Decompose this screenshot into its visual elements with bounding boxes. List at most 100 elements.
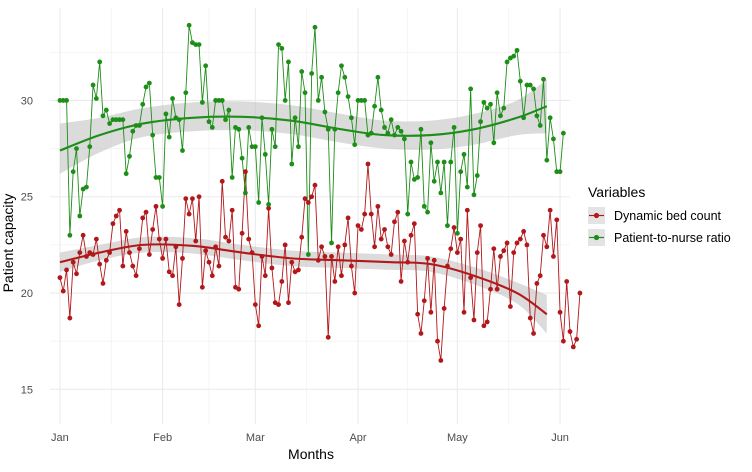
- data-point-patient-to-nurse-ratio: [557, 169, 563, 175]
- data-point-dynamic-bed-count: [150, 227, 156, 232]
- plot-panel: [50, 8, 570, 424]
- data-point-patient-to-nurse-ratio: [464, 184, 470, 190]
- data-point-patient-to-nurse-ratio: [322, 109, 328, 115]
- data-point-dynamic-bed-count: [365, 161, 371, 167]
- data-point-dynamic-bed-count: [223, 234, 228, 240]
- data-point-dynamic-bed-count: [229, 207, 235, 213]
- data-point-patient-to-nurse-ratio: [305, 252, 311, 257]
- data-point-patient-to-nurse-ratio: [372, 103, 377, 109]
- data-point-patient-to-nurse-ratio: [246, 125, 252, 130]
- data-point-patient-to-nurse-ratio: [358, 98, 364, 103]
- data-point-dynamic-bed-count: [219, 178, 225, 184]
- data-point-dynamic-bed-count: [537, 273, 543, 279]
- data-point-dynamic-bed-count: [289, 259, 295, 265]
- data-point-dynamic-bed-count: [193, 238, 199, 244]
- data-point-patient-to-nurse-ratio: [441, 159, 447, 165]
- data-point-dynamic-bed-count: [362, 211, 368, 217]
- data-point-dynamic-bed-count: [140, 215, 146, 221]
- data-point-dynamic-bed-count: [329, 254, 334, 259]
- data-point-patient-to-nurse-ratio: [123, 171, 129, 177]
- data-point-patient-to-nurse-ratio: [554, 169, 560, 175]
- data-point-patient-to-nurse-ratio: [156, 175, 162, 180]
- data-point-dynamic-bed-count: [461, 309, 467, 315]
- data-point-dynamic-bed-count: [501, 248, 507, 254]
- data-point-patient-to-nurse-ratio: [183, 90, 189, 96]
- data-point-dynamic-bed-count: [378, 236, 384, 242]
- data-point-dynamic-bed-count: [408, 232, 414, 238]
- data-point-dynamic-bed-count: [299, 234, 305, 240]
- data-point-patient-to-nurse-ratio: [67, 232, 73, 238]
- data-point-patient-to-nurse-ratio: [146, 80, 152, 86]
- data-point-patient-to-nurse-ratio: [534, 113, 540, 119]
- data-point-dynamic-bed-count: [183, 196, 189, 202]
- data-point-dynamic-bed-count: [120, 263, 126, 269]
- data-point-patient-to-nurse-ratio: [223, 117, 228, 123]
- data-point-dynamic-bed-count: [339, 273, 344, 279]
- data-point-patient-to-nurse-ratio: [537, 123, 543, 128]
- data-point-dynamic-bed-count: [474, 250, 480, 255]
- data-point-patient-to-nurse-ratio: [425, 209, 430, 215]
- data-point-dynamic-bed-count: [494, 286, 500, 292]
- data-point-patient-to-nurse-ratio: [206, 119, 212, 125]
- data-point-dynamic-bed-count: [507, 304, 513, 309]
- y-tick-label-20: 20: [21, 288, 33, 300]
- data-point-patient-to-nurse-ratio: [431, 178, 437, 184]
- data-point-dynamic-bed-count: [557, 309, 563, 315]
- data-point-patient-to-nurse-ratio: [143, 84, 149, 90]
- data-point-patient-to-nurse-ratio: [74, 146, 79, 151]
- data-point-dynamic-bed-count: [349, 263, 354, 269]
- data-point-dynamic-bed-count: [358, 227, 364, 232]
- data-point-dynamic-bed-count: [484, 319, 490, 325]
- data-point-dynamic-bed-count: [395, 209, 401, 215]
- data-point-dynamic-bed-count: [428, 309, 434, 315]
- data-point-dynamic-bed-count: [302, 196, 308, 202]
- data-point-patient-to-nurse-ratio: [438, 190, 444, 196]
- data-point-patient-to-nurse-ratio: [84, 184, 89, 190]
- data-point-patient-to-nurse-ratio: [127, 153, 132, 159]
- data-point-patient-to-nurse-ratio: [216, 98, 222, 103]
- data-point-dynamic-bed-count: [322, 254, 328, 259]
- data-point-patient-to-nurse-ratio: [266, 202, 271, 207]
- data-point-dynamic-bed-count: [564, 279, 570, 284]
- data-point-patient-to-nurse-ratio: [418, 126, 424, 132]
- data-point-dynamic-bed-count: [514, 240, 520, 246]
- data-point-patient-to-nurse-ratio: [352, 142, 358, 148]
- data-point-dynamic-bed-count: [64, 267, 69, 273]
- data-point-dynamic-bed-count: [431, 257, 437, 263]
- data-point-dynamic-bed-count: [544, 244, 550, 250]
- data-point-patient-to-nurse-ratio: [97, 59, 103, 65]
- data-point-dynamic-bed-count: [57, 275, 63, 281]
- data-point-patient-to-nurse-ratio: [100, 113, 106, 119]
- data-point-patient-to-nurse-ratio: [527, 82, 533, 88]
- data-point-dynamic-bed-count: [180, 255, 185, 261]
- data-point-dynamic-bed-count: [438, 358, 444, 363]
- data-point-patient-to-nurse-ratio: [451, 125, 457, 130]
- data-point-dynamic-bed-count: [156, 236, 162, 242]
- data-point-patient-to-nurse-ratio: [226, 107, 232, 113]
- data-point-patient-to-nurse-ratio: [435, 159, 440, 165]
- data-point-dynamic-bed-count: [246, 236, 252, 242]
- data-point-dynamic-bed-count: [372, 244, 377, 250]
- data-point-dynamic-bed-count: [74, 271, 79, 277]
- data-point-dynamic-bed-count: [256, 323, 262, 329]
- data-point-dynamic-bed-count: [488, 286, 493, 292]
- data-point-patient-to-nurse-ratio: [302, 90, 308, 96]
- data-point-patient-to-nurse-ratio: [113, 117, 119, 123]
- data-point-patient-to-nurse-ratio: [107, 121, 113, 126]
- data-point-dynamic-bed-count: [60, 288, 66, 294]
- data-point-patient-to-nurse-ratio: [93, 96, 99, 101]
- x-tick-label-apr: Apr: [349, 432, 366, 444]
- data-point-dynamic-bed-count: [196, 194, 202, 200]
- data-point-dynamic-bed-count: [276, 302, 281, 307]
- data-point-dynamic-bed-count: [534, 281, 540, 286]
- data-point-dynamic-bed-count: [286, 300, 291, 306]
- data-point-patient-to-nurse-ratio: [130, 128, 136, 134]
- data-point-dynamic-bed-count: [143, 209, 149, 215]
- data-point-patient-to-nurse-ratio: [166, 134, 172, 140]
- data-point-dynamic-bed-count: [332, 279, 338, 284]
- data-point-patient-to-nurse-ratio: [256, 200, 262, 205]
- data-point-patient-to-nurse-ratio: [229, 175, 235, 180]
- data-point-patient-to-nurse-ratio: [329, 240, 334, 246]
- data-point-dynamic-bed-count: [186, 211, 192, 217]
- data-point-dynamic-bed-count: [325, 334, 331, 340]
